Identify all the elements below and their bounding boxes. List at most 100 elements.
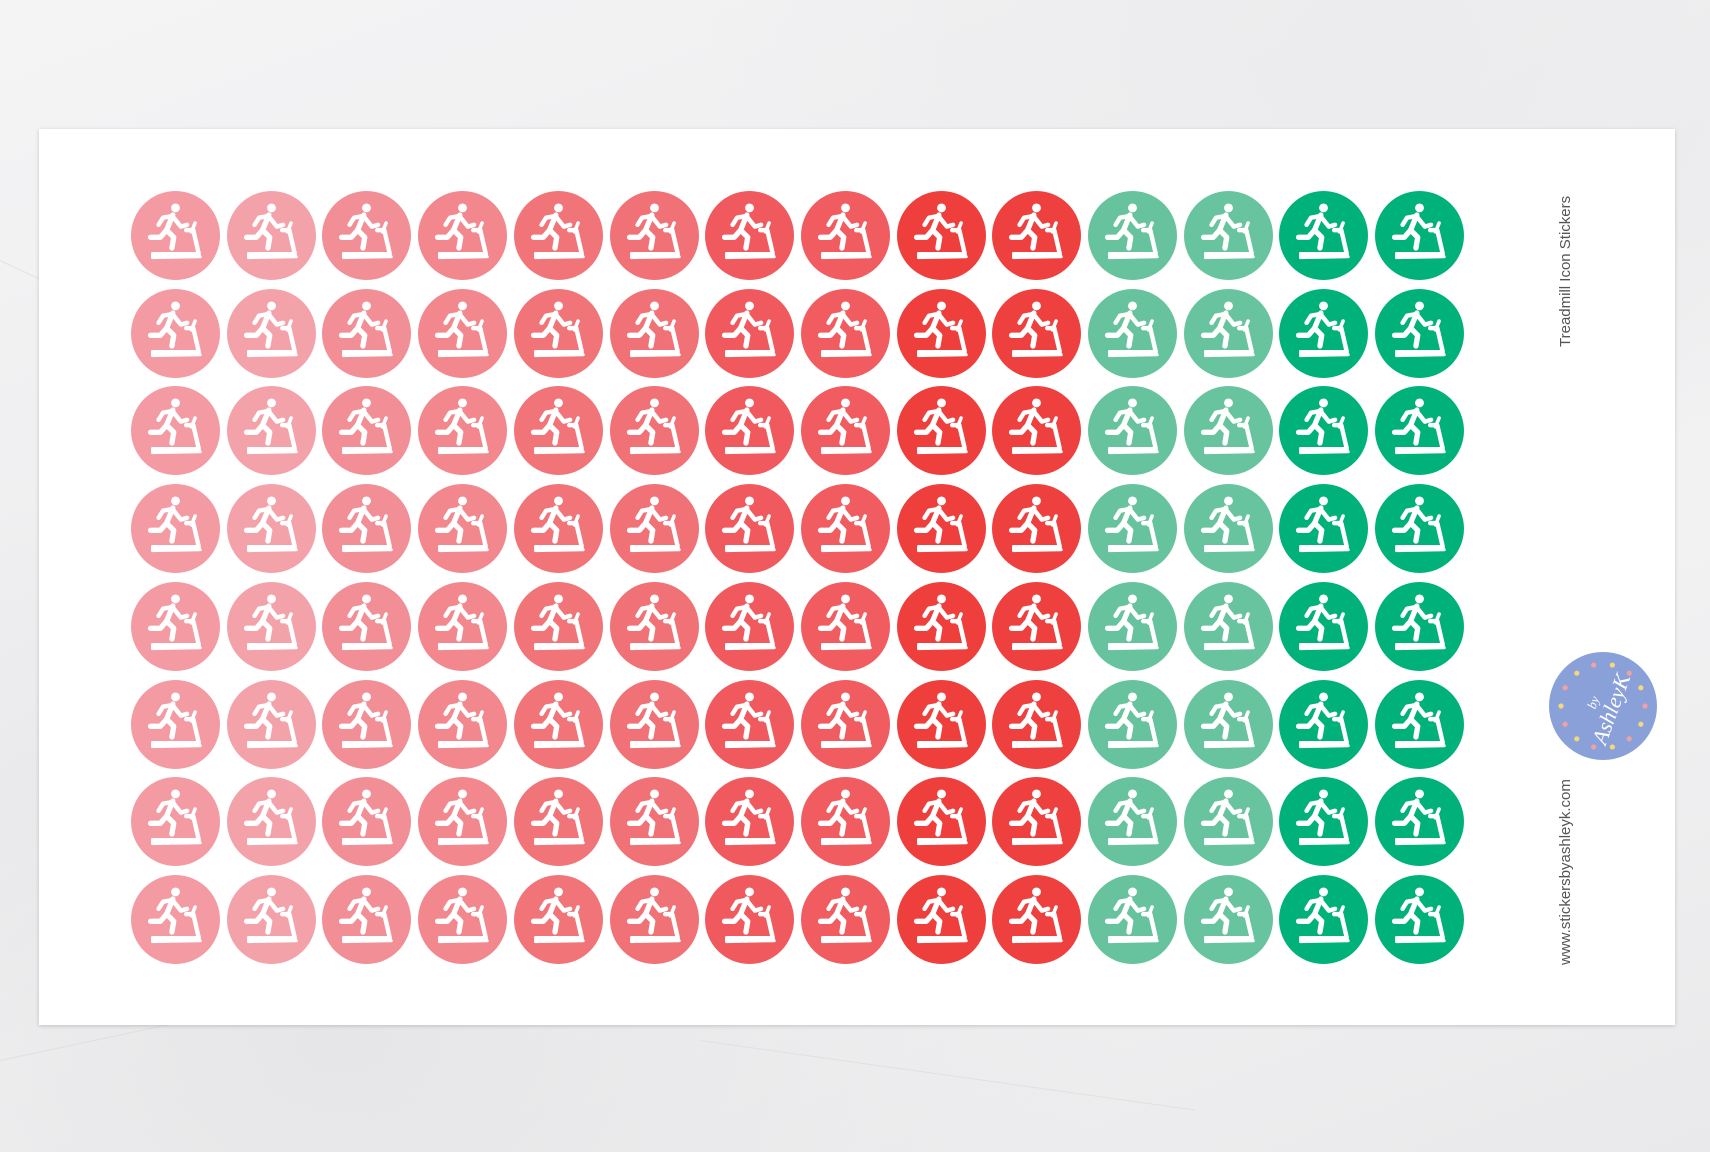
treadmill-runner-icon	[514, 680, 603, 769]
treadmill-runner-icon	[1375, 191, 1464, 280]
treadmill-sticker	[513, 191, 603, 280]
treadmill-runner-icon	[801, 875, 890, 964]
treadmill-sticker	[896, 874, 986, 964]
treadmill-sticker	[226, 874, 316, 964]
treadmill-runner-icon	[705, 777, 794, 866]
treadmill-sticker	[418, 191, 508, 280]
treadmill-sticker	[705, 191, 795, 280]
treadmill-runner-icon	[1184, 386, 1273, 475]
treadmill-sticker	[609, 679, 699, 769]
treadmill-sticker	[1088, 679, 1177, 769]
treadmill-runner-icon	[227, 777, 316, 866]
treadmill-runner-icon	[1184, 875, 1273, 964]
treadmill-sticker	[131, 288, 220, 378]
treadmill-sticker	[1088, 288, 1177, 378]
treadmill-runner-icon	[131, 582, 220, 671]
treadmill-runner-icon	[418, 484, 507, 573]
heart-dot	[1638, 721, 1644, 727]
treadmill-sticker	[992, 288, 1082, 378]
treadmill-sticker	[322, 191, 412, 280]
treadmill-runner-icon	[322, 777, 411, 866]
treadmill-runner-icon	[514, 875, 603, 964]
treadmill-runner-icon	[1088, 289, 1177, 378]
treadmill-runner-icon	[131, 191, 220, 280]
treadmill-sticker	[1375, 191, 1465, 280]
treadmill-sticker	[705, 679, 795, 769]
treadmill-sticker	[609, 191, 699, 280]
treadmill-sticker	[1279, 288, 1369, 378]
treadmill-sticker	[1183, 386, 1273, 476]
heart-dot	[1626, 736, 1632, 742]
treadmill-sticker	[609, 874, 699, 964]
treadmill-runner-icon	[1279, 875, 1368, 964]
treadmill-runner-icon	[1184, 680, 1273, 769]
treadmill-runner-icon	[1279, 777, 1368, 866]
treadmill-sticker	[896, 386, 986, 476]
treadmill-sticker	[226, 679, 316, 769]
treadmill-sticker	[609, 386, 699, 476]
treadmill-runner-icon	[992, 582, 1081, 671]
treadmill-sticker	[609, 288, 699, 378]
treadmill-runner-icon	[1375, 484, 1464, 573]
treadmill-runner-icon	[897, 484, 986, 573]
treadmill-sticker	[226, 191, 316, 280]
treadmill-sticker	[513, 386, 603, 476]
treadmill-sticker	[1375, 386, 1465, 476]
treadmill-runner-icon	[1279, 582, 1368, 671]
treadmill-sticker	[992, 679, 1082, 769]
treadmill-runner-icon	[992, 680, 1081, 769]
treadmill-runner-icon	[705, 191, 794, 280]
treadmill-runner-icon	[705, 680, 794, 769]
treadmill-runner-icon	[418, 289, 507, 378]
treadmill-sticker	[418, 288, 508, 378]
treadmill-sticker	[705, 581, 795, 671]
treadmill-runner-icon	[227, 680, 316, 769]
treadmill-runner-icon	[418, 191, 507, 280]
treadmill-sticker	[418, 581, 508, 671]
treadmill-sticker	[226, 777, 316, 867]
treadmill-runner-icon	[1279, 484, 1368, 573]
treadmill-runner-icon	[1375, 777, 1464, 866]
treadmill-runner-icon	[897, 386, 986, 475]
treadmill-runner-icon	[1088, 191, 1177, 280]
treadmill-sticker	[322, 581, 412, 671]
treadmill-sticker	[1375, 679, 1465, 769]
treadmill-runner-icon	[418, 386, 507, 475]
treadmill-sticker	[609, 484, 699, 574]
treadmill-sticker	[1183, 191, 1273, 280]
treadmill-runner-icon	[131, 777, 220, 866]
treadmill-runner-icon	[897, 289, 986, 378]
treadmill-runner-icon	[1375, 680, 1464, 769]
treadmill-sticker	[1088, 874, 1177, 964]
treadmill-runner-icon	[418, 680, 507, 769]
treadmill-sticker	[1088, 581, 1177, 671]
treadmill-runner-icon	[131, 289, 220, 378]
treadmill-sticker	[705, 777, 795, 867]
treadmill-sticker	[1279, 874, 1369, 964]
treadmill-runner-icon	[1088, 582, 1177, 671]
treadmill-runner-icon	[514, 582, 603, 671]
treadmill-sticker	[418, 777, 508, 867]
treadmill-runner-icon	[322, 289, 411, 378]
treadmill-sticker	[226, 386, 316, 476]
treadmill-sticker	[1088, 484, 1177, 574]
treadmill-sticker	[1183, 581, 1273, 671]
treadmill-runner-icon	[1088, 777, 1177, 866]
treadmill-sticker	[1088, 386, 1177, 476]
treadmill-sticker	[800, 191, 890, 280]
treadmill-runner-icon	[897, 875, 986, 964]
treadmill-sticker	[322, 288, 412, 378]
website-url: www.stickersbyashleyk.com	[1557, 779, 1574, 965]
treadmill-sticker	[1183, 679, 1273, 769]
treadmill-sticker	[1279, 679, 1369, 769]
treadmill-runner-icon	[992, 484, 1081, 573]
treadmill-runner-icon	[227, 191, 316, 280]
treadmill-sticker	[131, 581, 220, 671]
treadmill-runner-icon	[801, 777, 890, 866]
treadmill-runner-icon	[227, 386, 316, 475]
heart-dot	[1574, 670, 1580, 676]
treadmill-sticker	[609, 581, 699, 671]
treadmill-runner-icon	[1279, 386, 1368, 475]
treadmill-runner-icon	[514, 191, 603, 280]
heart-dot	[1638, 685, 1644, 691]
